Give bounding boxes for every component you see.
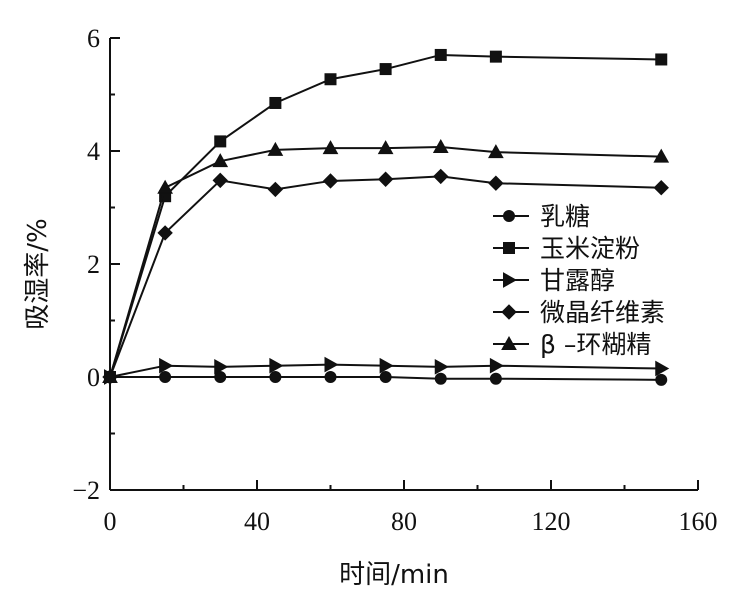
- data-point: [267, 141, 284, 156]
- data-point: [434, 48, 447, 61]
- legend-marker: [501, 304, 517, 320]
- y-tick-label: −2: [72, 476, 100, 505]
- y-tick-label: 0: [87, 363, 100, 392]
- data-point: [377, 140, 394, 155]
- x-tick-label: 160: [679, 507, 718, 536]
- data-point: [489, 357, 504, 374]
- data-point: [655, 373, 668, 386]
- legend-marker: [501, 335, 517, 350]
- data-point: [377, 171, 394, 187]
- data-point: [653, 180, 669, 196]
- data-point: [433, 168, 449, 185]
- legend-label: 甘露醇: [540, 266, 615, 295]
- data-point: [214, 358, 229, 375]
- data-point: [322, 140, 339, 155]
- data-point: [432, 139, 449, 154]
- data-point: [269, 357, 284, 374]
- data-point: [489, 372, 502, 385]
- data-point: [489, 50, 502, 63]
- legend-marker: [503, 242, 515, 254]
- data-point: [379, 371, 392, 383]
- x-axis-title: 时间/min: [339, 560, 449, 590]
- y-tick-label: 2: [87, 250, 100, 279]
- data-point: [214, 371, 227, 383]
- data-point: [159, 371, 172, 383]
- x-tick-label: 40: [244, 507, 270, 536]
- data-point: [322, 173, 339, 189]
- legend-item: β –环糊精: [493, 330, 651, 359]
- series-1: [104, 371, 668, 386]
- data-point: [488, 144, 504, 159]
- data-point: [157, 179, 173, 194]
- legend-marker: [503, 272, 518, 288]
- data-point: [324, 73, 337, 86]
- legend-label: 玉米淀粉: [540, 234, 640, 263]
- data-point: [269, 371, 282, 383]
- data-point: [379, 63, 392, 76]
- data-point: [324, 356, 339, 373]
- series-group: [102, 48, 670, 386]
- data-point: [267, 181, 284, 198]
- data-point: [324, 371, 337, 383]
- data-point: [159, 357, 174, 374]
- legend-label: β –环糊精: [540, 330, 651, 359]
- legend-item: 甘露醇: [493, 266, 615, 295]
- data-point: [379, 357, 394, 374]
- data-point: [269, 96, 282, 109]
- x-tick-label: 120: [532, 507, 571, 536]
- legend-item: 乳糖: [493, 202, 590, 231]
- legend-label: 微晶纤维素: [540, 298, 665, 327]
- x-tick-label: 0: [104, 507, 117, 536]
- data-point: [212, 172, 228, 189]
- legend-item: 微晶纤维素: [493, 298, 665, 327]
- y-axis-title: 吸湿率/%: [23, 218, 53, 329]
- y-tick-label: 6: [87, 24, 100, 53]
- data-point: [655, 53, 668, 66]
- legend-item: 玉米淀粉: [493, 234, 640, 263]
- legend-label: 乳糖: [540, 202, 590, 231]
- data-point: [653, 148, 670, 163]
- data-point: [488, 175, 504, 191]
- series-3: [104, 356, 670, 385]
- y-tick-label: 4: [87, 137, 100, 166]
- data-point: [157, 225, 173, 241]
- series-5: [102, 139, 670, 383]
- data-point: [434, 372, 447, 385]
- x-tick-label: 80: [391, 507, 417, 536]
- data-point: [434, 358, 449, 375]
- data-point: [102, 368, 118, 383]
- data-point: [212, 153, 229, 168]
- legend-marker: [503, 210, 515, 222]
- data-point: [214, 135, 227, 148]
- data-point: [655, 360, 670, 377]
